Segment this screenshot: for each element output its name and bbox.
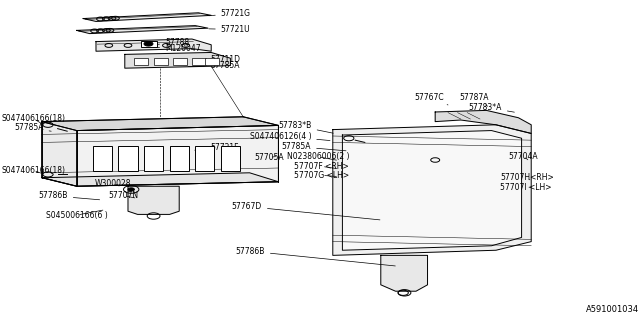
Text: S047406166(18): S047406166(18)	[1, 166, 65, 175]
Polygon shape	[435, 110, 531, 133]
Polygon shape	[42, 117, 278, 131]
Text: 57786B: 57786B	[38, 191, 100, 200]
Text: 57704A: 57704A	[509, 152, 538, 161]
Text: 57721G: 57721G	[209, 9, 251, 18]
Polygon shape	[342, 131, 522, 250]
Text: 57785A: 57785A	[282, 142, 346, 151]
Text: S047406126(4 ): S047406126(4 )	[250, 132, 330, 140]
Text: 57721F: 57721F	[195, 143, 239, 152]
Polygon shape	[42, 122, 77, 186]
Polygon shape	[83, 13, 211, 21]
Text: A591001034: A591001034	[586, 305, 639, 314]
Text: 57711D: 57711D	[193, 55, 240, 64]
Text: 57707N: 57707N	[109, 191, 139, 200]
Circle shape	[128, 188, 134, 191]
Polygon shape	[77, 26, 208, 34]
Polygon shape	[333, 125, 531, 255]
Bar	[173, 58, 187, 65]
Text: 57767D: 57767D	[232, 202, 380, 220]
Text: W300028: W300028	[95, 179, 131, 188]
Polygon shape	[77, 125, 278, 186]
Text: 57787A: 57787A	[460, 93, 489, 106]
Text: S047406166(18): S047406166(18)	[1, 114, 65, 123]
Text: 57783*A: 57783*A	[468, 103, 515, 112]
Text: N023806006(2 ): N023806006(2 )	[287, 152, 349, 161]
Polygon shape	[381, 255, 428, 291]
Circle shape	[144, 42, 153, 46]
Text: 57783*B: 57783*B	[278, 121, 333, 133]
Text: M120047: M120047	[148, 44, 201, 53]
Polygon shape	[96, 39, 211, 51]
Text: 57785A: 57785A	[188, 61, 239, 70]
Bar	[144, 146, 163, 171]
Text: 57721U: 57721U	[209, 25, 250, 34]
Bar	[154, 58, 168, 65]
Polygon shape	[128, 186, 179, 214]
Text: 57707G <LH>: 57707G <LH>	[294, 171, 349, 180]
Text: 57788: 57788	[156, 38, 189, 47]
Text: 57707I <LH>: 57707I <LH>	[500, 183, 552, 192]
Bar	[221, 146, 240, 171]
Polygon shape	[42, 173, 278, 186]
Text: 57786B: 57786B	[236, 247, 396, 266]
Text: S045006166(6 ): S045006166(6 )	[46, 210, 108, 220]
Bar	[141, 41, 157, 47]
Bar	[195, 146, 214, 171]
Bar	[134, 58, 148, 65]
Text: 57705A: 57705A	[255, 153, 284, 162]
Text: 57767C: 57767C	[415, 93, 448, 105]
Text: 57707F <RH>: 57707F <RH>	[294, 162, 349, 171]
Text: 57785A: 57785A	[14, 124, 51, 132]
Bar	[118, 146, 138, 171]
Bar	[205, 58, 219, 65]
Bar	[192, 58, 206, 65]
Bar	[93, 146, 112, 171]
Polygon shape	[125, 52, 230, 68]
Bar	[170, 146, 189, 171]
Text: 57707H<RH>: 57707H<RH>	[500, 173, 554, 182]
